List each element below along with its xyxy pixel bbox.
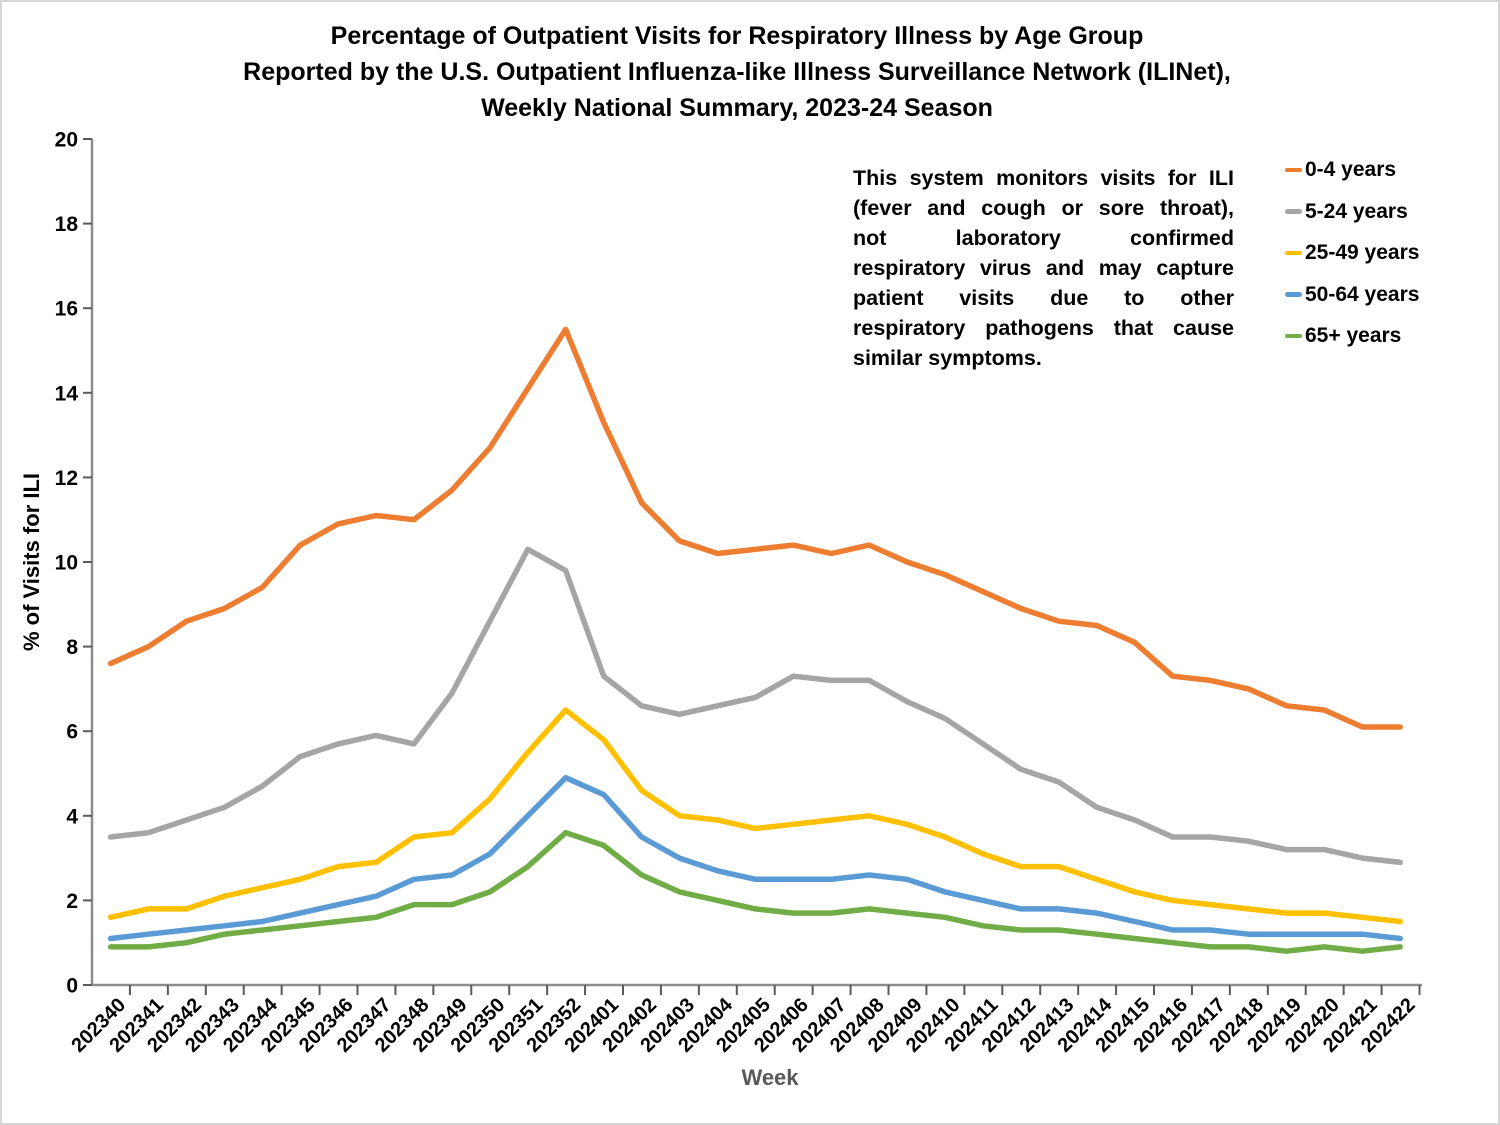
annotation-text: This system monitors visits for ILI (feve… xyxy=(853,163,1234,373)
y-axis-tick-label: 2 xyxy=(66,890,78,913)
series-line-65-years xyxy=(107,829,1403,954)
y-axis-tick-label: 10 xyxy=(55,552,78,575)
y-axis-tick-label: 14 xyxy=(55,382,79,405)
series-line-5-24-years xyxy=(107,546,1403,866)
y-axis-tick-label: 18 xyxy=(55,213,79,236)
annotation-line-4: respiratory virus and may capture xyxy=(853,256,1234,280)
y-axis-tick-label: 0 xyxy=(66,975,78,998)
y-axis-title: % of Visits for ILI xyxy=(19,473,44,651)
legend-item-50-64-years: 50-64 years xyxy=(1285,283,1419,307)
series-line-25-49-years xyxy=(107,707,1403,925)
series-line-50-64-years xyxy=(107,774,1403,942)
legend-label: 0-4 years xyxy=(1305,158,1397,181)
y-axis-tick-label: 6 xyxy=(66,721,78,744)
y-axis-tick-label: 20 xyxy=(55,129,78,152)
legend-item-5-24-years: 5-24 years xyxy=(1285,200,1419,224)
chart-title-line-1: Percentage of Outpatient Visits for Resp… xyxy=(330,22,1144,50)
legend-line-swatch xyxy=(1285,250,1302,256)
chart-title: Percentage of Outpatient Visits for Resp… xyxy=(2,18,1472,126)
annotation-line-1: This system monitors visits for ILI xyxy=(853,166,1234,190)
annotation-line-7: similar symptoms. xyxy=(853,346,1042,370)
y-axis-tick-label: 12 xyxy=(55,467,78,490)
annotation-line-5: patient visits due to other xyxy=(853,286,1234,310)
y-axis-tick-label: 16 xyxy=(55,298,78,321)
legend-label: 65+ years xyxy=(1305,324,1402,347)
annotation-line-6: respiratory pathogens that cause xyxy=(853,316,1234,340)
x-axis-title: Week xyxy=(741,1065,799,1090)
legend-line-swatch xyxy=(1285,333,1302,339)
legend-item-25-49-years: 25-49 years xyxy=(1285,241,1419,265)
chart-title-line-2: Reported by the U.S. Outpatient Influenz… xyxy=(243,58,1231,86)
legend-label: 5-24 years xyxy=(1305,199,1408,223)
series-line-0-4-years xyxy=(107,326,1403,730)
legend-line-swatch xyxy=(1285,209,1302,214)
chart-title-line-3: Weekly National Summary, 2023-24 Season xyxy=(481,94,993,122)
legend-label: 50-64 years xyxy=(1305,282,1420,306)
legend-label: 25-49 years xyxy=(1305,241,1420,264)
legend-line-swatch xyxy=(1285,292,1302,297)
legend: 0-4 years 5-24 years 25-49 years 50-64 year… xyxy=(1285,158,1419,366)
legend-item-0-4-years: 0-4 years xyxy=(1285,158,1419,182)
y-axis-tick-label: 8 xyxy=(66,636,78,659)
annotation-line-2: (fever and cough or sore throat), xyxy=(853,196,1234,220)
y-axis-tick-label: 4 xyxy=(66,805,78,828)
annotation-line-3: not laboratory confirmed xyxy=(853,226,1234,250)
legend-item-65-years: 65+ years xyxy=(1285,324,1419,348)
legend-line-swatch xyxy=(1285,167,1302,173)
